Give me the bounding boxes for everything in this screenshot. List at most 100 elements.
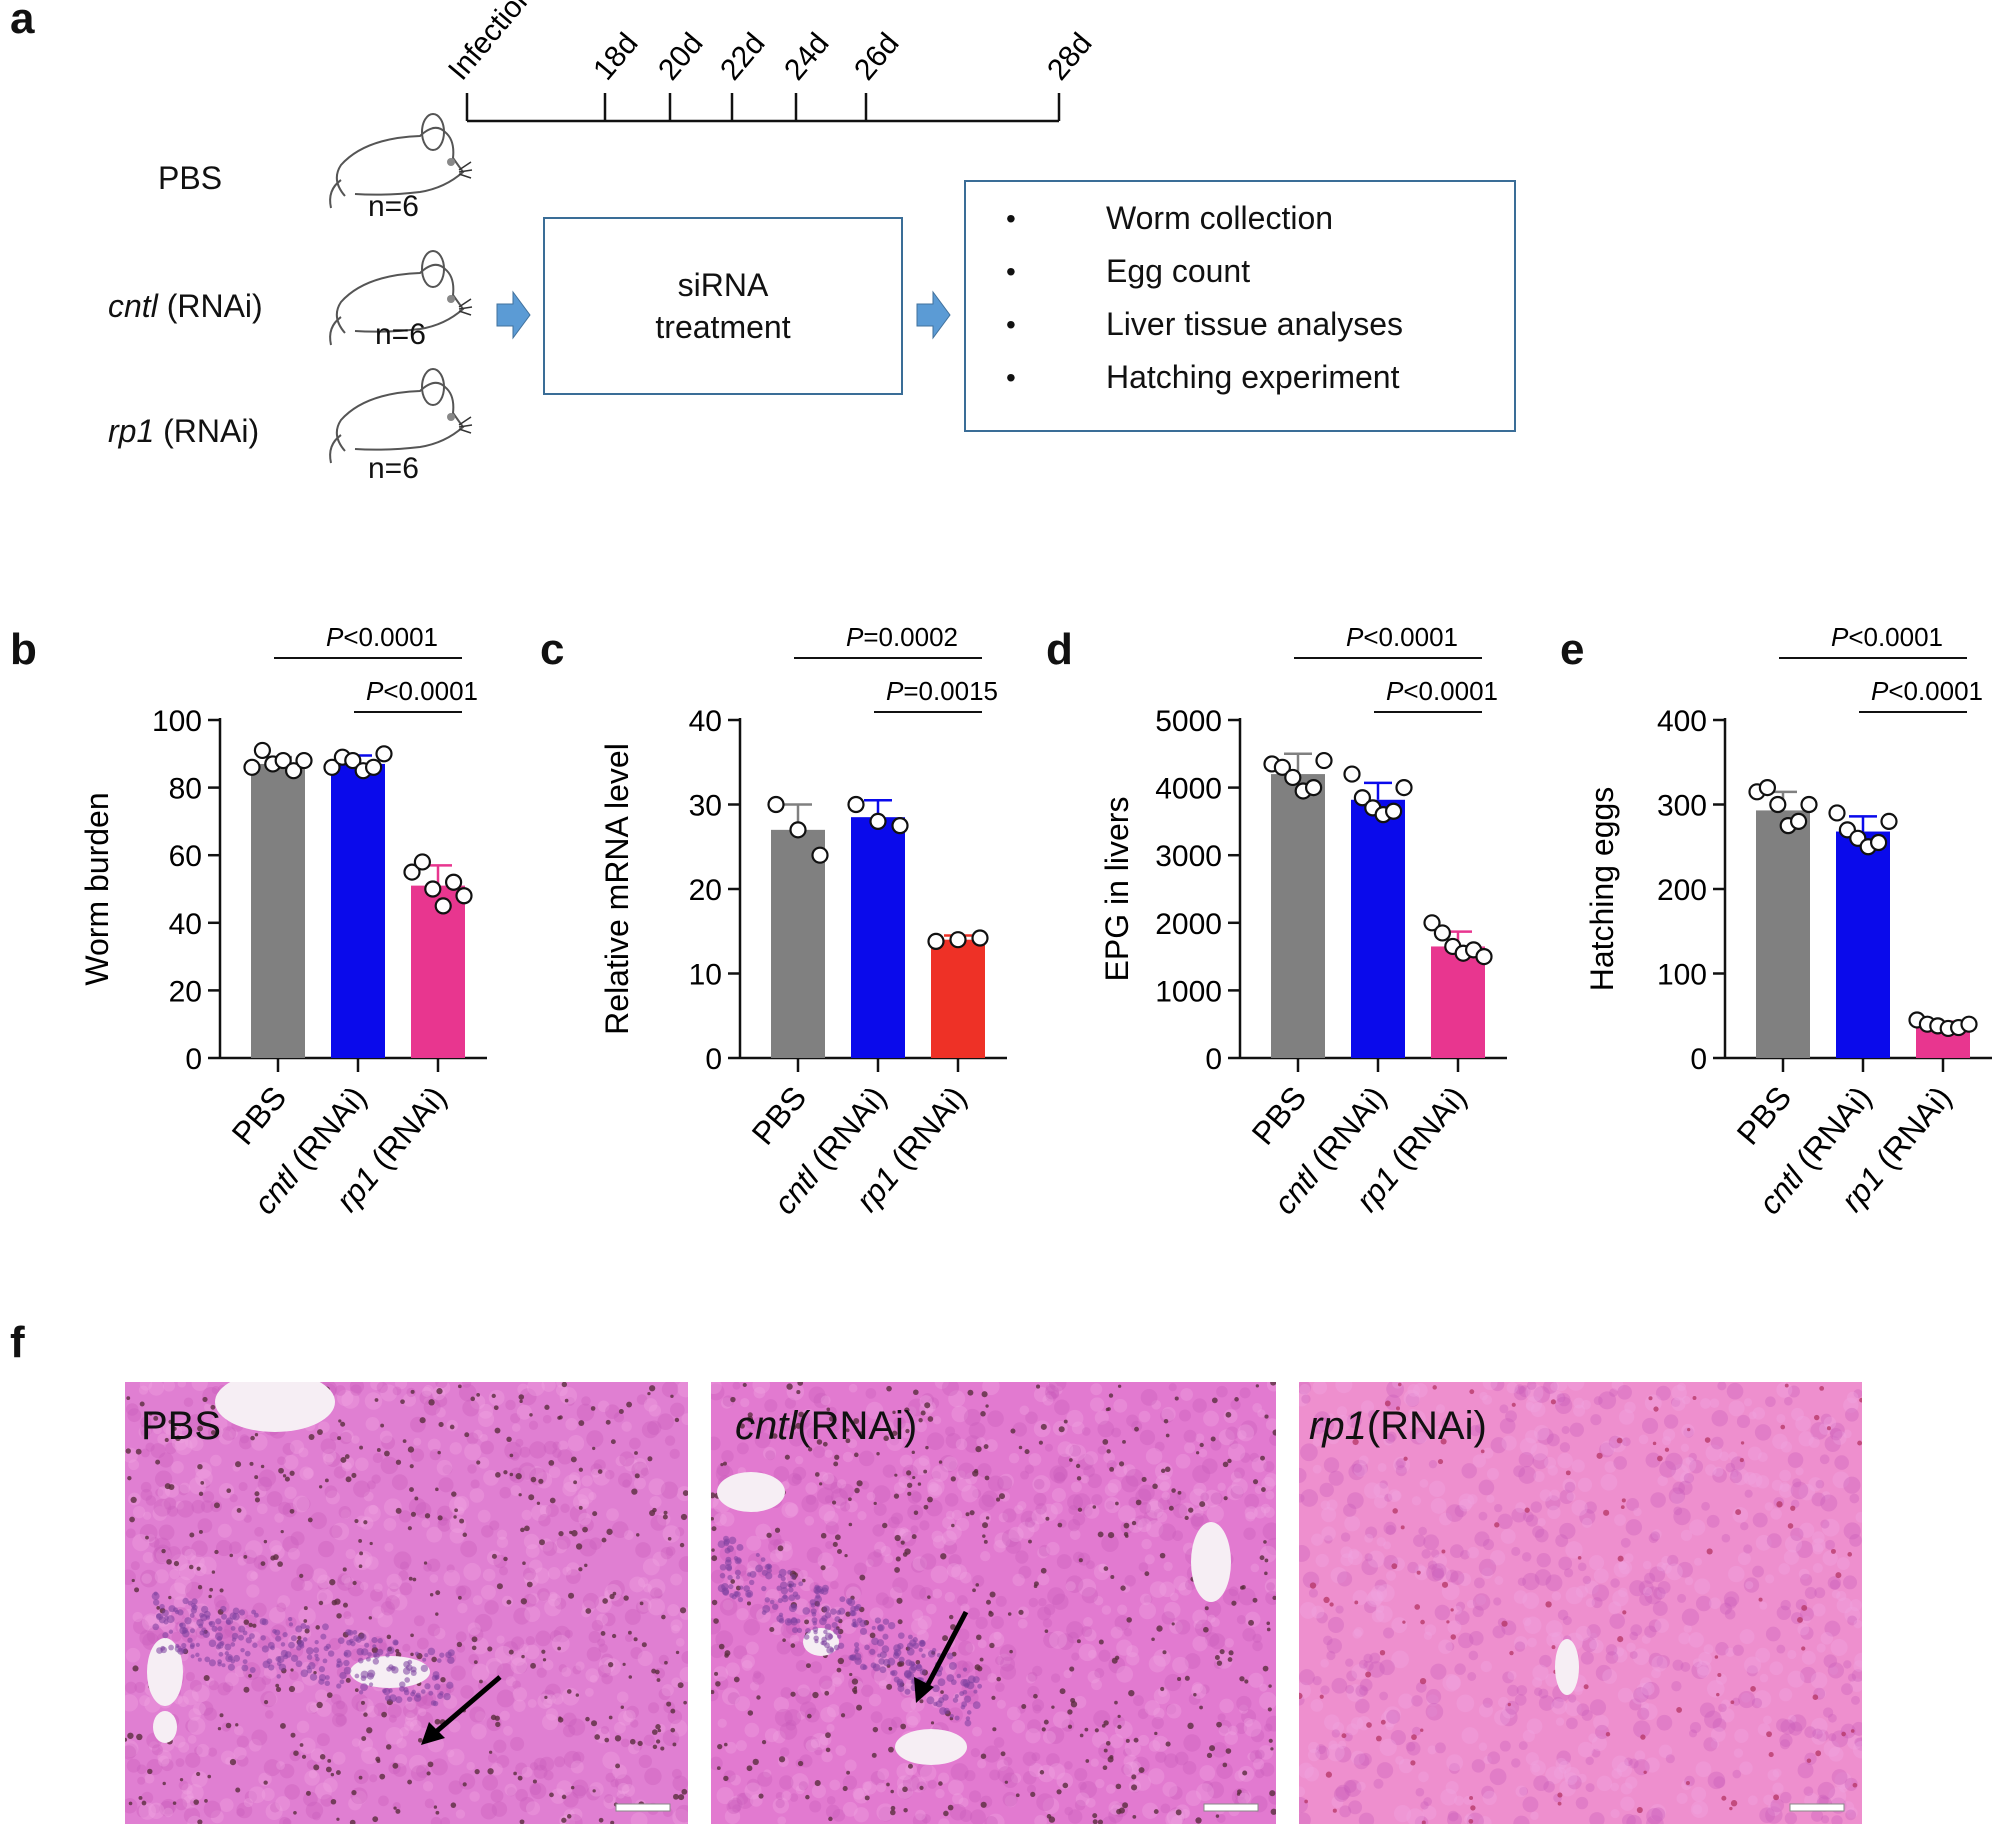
tissue-cell bbox=[1047, 1587, 1066, 1606]
tissue-nucleus bbox=[1676, 1707, 1682, 1713]
tissue-cell bbox=[531, 1504, 548, 1522]
tissue-cell bbox=[132, 1611, 143, 1623]
tissue-cell bbox=[1525, 1396, 1542, 1413]
tissue-nucleus bbox=[1309, 1582, 1317, 1589]
tissue-cell bbox=[999, 1644, 1017, 1662]
tissue-nucleus bbox=[601, 1537, 607, 1543]
tissue-cell bbox=[1002, 1772, 1018, 1789]
tissue-cell bbox=[140, 1429, 151, 1439]
tissue-nucleus bbox=[634, 1451, 638, 1455]
inflammatory-cell bbox=[278, 1663, 287, 1672]
tissue-cell bbox=[916, 1629, 929, 1643]
tissue-cell bbox=[1066, 1621, 1084, 1639]
tissue-nucleus bbox=[1216, 1721, 1222, 1728]
tissue-nucleus bbox=[193, 1799, 200, 1805]
tissue-nucleus bbox=[940, 1690, 944, 1694]
tissue-nucleus bbox=[1480, 1449, 1485, 1454]
tissue-cell bbox=[1817, 1794, 1829, 1807]
inflammatory-cell bbox=[790, 1573, 797, 1580]
tissue-cell bbox=[142, 1427, 152, 1437]
inflammatory-cell bbox=[309, 1673, 318, 1681]
tissue-cell bbox=[1445, 1780, 1459, 1795]
data-point bbox=[295, 751, 313, 770]
tissue-cell bbox=[1691, 1661, 1709, 1680]
timeline-label-24d: 24d bbox=[778, 27, 835, 87]
tissue-nucleus bbox=[1059, 1688, 1066, 1695]
tissue-cell bbox=[1123, 1464, 1136, 1477]
tissue-cell bbox=[993, 1539, 1007, 1553]
tissue-cell bbox=[352, 1790, 367, 1805]
tissue-cell bbox=[1091, 1731, 1109, 1748]
tissue-nucleus bbox=[412, 1577, 417, 1582]
tissue-cell bbox=[1695, 1761, 1712, 1778]
tissue-cell bbox=[150, 1443, 166, 1459]
tissue-cell bbox=[1744, 1656, 1762, 1674]
tissue-cell bbox=[438, 1477, 454, 1493]
tissue-cell bbox=[809, 1800, 822, 1813]
x-tick-label: PBS bbox=[225, 1079, 294, 1151]
tissue-nucleus bbox=[345, 1677, 351, 1683]
tissue-cell bbox=[620, 1738, 630, 1748]
tissue-cell bbox=[1369, 1652, 1381, 1664]
tissue-cell bbox=[1017, 1500, 1027, 1511]
tissue-nucleus bbox=[243, 1686, 250, 1693]
tissue-cell bbox=[1074, 1767, 1088, 1782]
tissue-cell bbox=[640, 1467, 650, 1476]
y-tick-label: 100 bbox=[152, 705, 202, 738]
tissue-cell bbox=[725, 1741, 737, 1754]
y-axis-label: Worm burden bbox=[79, 792, 115, 985]
tissue-nucleus bbox=[923, 1504, 929, 1510]
tissue-cell bbox=[1817, 1781, 1836, 1800]
tissue-cell bbox=[1739, 1761, 1753, 1775]
tissue-nucleus bbox=[1102, 1765, 1108, 1771]
tissue-cell bbox=[1134, 1773, 1151, 1791]
tissue-cell bbox=[1226, 1484, 1243, 1501]
tissue-cell bbox=[1320, 1658, 1329, 1668]
tissue-nucleus bbox=[636, 1533, 640, 1537]
tissue-cell bbox=[1620, 1782, 1633, 1795]
data-point bbox=[1395, 779, 1413, 797]
tissue-cell bbox=[1043, 1631, 1060, 1649]
tissue-cell bbox=[1591, 1748, 1601, 1758]
tissue-nucleus bbox=[509, 1472, 514, 1477]
tissue-nucleus bbox=[1234, 1397, 1239, 1402]
bullet-icon: • bbox=[1006, 202, 1016, 234]
timeline-label-20d: 20d bbox=[652, 27, 709, 87]
tissue-nucleus bbox=[1299, 1692, 1303, 1700]
tissue-nucleus bbox=[1616, 1437, 1623, 1444]
tissue-nucleus bbox=[1215, 1814, 1220, 1818]
tissue-cell bbox=[610, 1778, 619, 1788]
tissue-cell bbox=[1689, 1721, 1702, 1734]
tissue-cell bbox=[990, 1615, 1004, 1629]
tissue-nucleus bbox=[1272, 1429, 1276, 1436]
tissue-cell bbox=[604, 1469, 615, 1480]
tissue-cell bbox=[1644, 1394, 1662, 1412]
tissue-cell bbox=[493, 1739, 507, 1753]
inflammatory-cell bbox=[217, 1626, 223, 1632]
inflammatory-cell bbox=[372, 1652, 378, 1658]
inflammatory-cell bbox=[776, 1585, 782, 1591]
tissue-nucleus bbox=[1501, 1620, 1508, 1627]
tissue-nucleus bbox=[513, 1771, 517, 1776]
tissue-nucleus bbox=[1653, 1406, 1659, 1412]
tissue-cell bbox=[1499, 1418, 1516, 1434]
tissue-cell bbox=[1609, 1388, 1618, 1397]
tissue-cell bbox=[1337, 1571, 1353, 1587]
tissue-cell bbox=[1237, 1430, 1247, 1440]
tissue-cell bbox=[1210, 1617, 1220, 1628]
tissue-nucleus bbox=[1773, 1794, 1780, 1801]
tissue-nucleus bbox=[438, 1421, 444, 1428]
tissue-cell bbox=[622, 1479, 631, 1489]
inflammatory-cell bbox=[864, 1644, 870, 1651]
tissue-cell bbox=[1103, 1451, 1115, 1464]
tissue-cell bbox=[207, 1747, 218, 1757]
tissue-cell bbox=[591, 1468, 601, 1478]
tissue-cell bbox=[1196, 1783, 1214, 1802]
tissue-nucleus bbox=[1106, 1449, 1111, 1454]
tissue-cell bbox=[298, 1607, 316, 1626]
tissue-cell bbox=[1335, 1605, 1344, 1614]
tissue-cell bbox=[624, 1457, 638, 1472]
tissue-cell bbox=[265, 1802, 283, 1820]
tissue-cell bbox=[427, 1623, 441, 1637]
tissue-cell bbox=[487, 1661, 502, 1676]
